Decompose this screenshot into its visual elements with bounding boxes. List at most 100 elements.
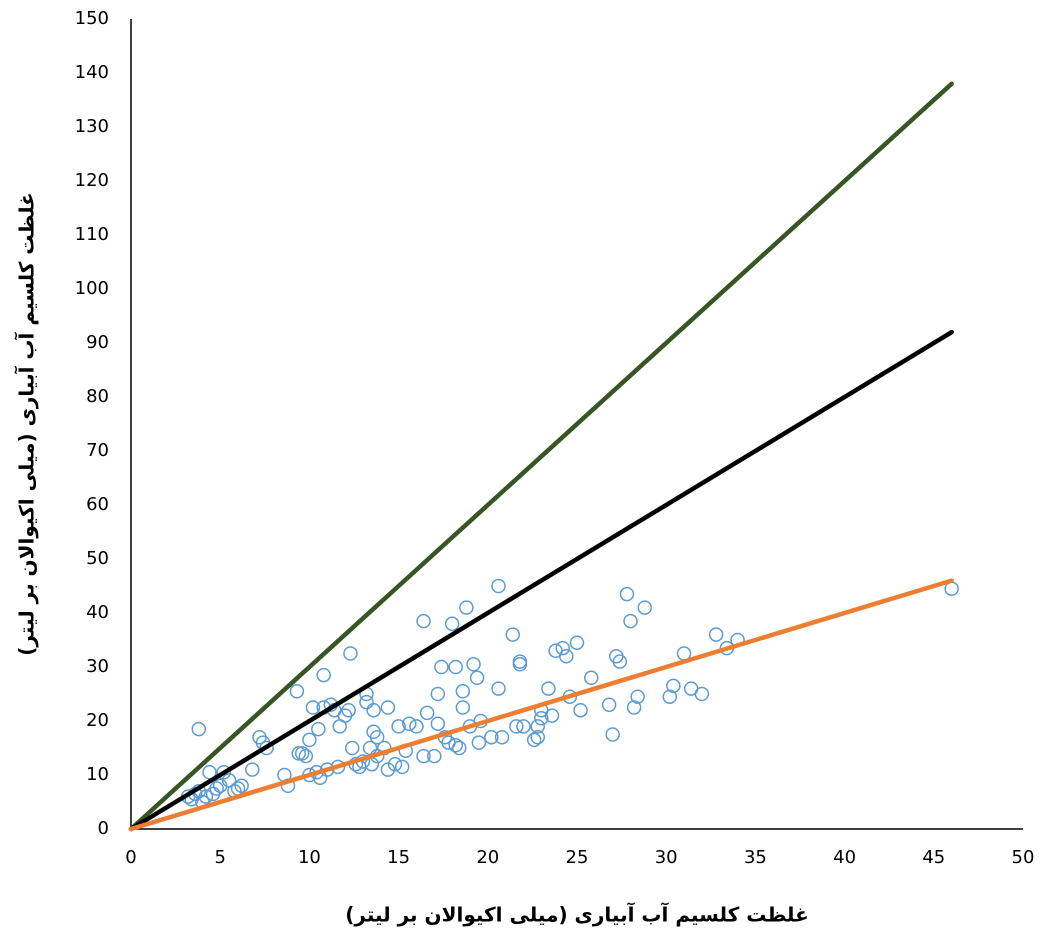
scatter-point xyxy=(534,711,549,726)
scatter-point xyxy=(416,613,431,629)
scatter-point xyxy=(605,727,620,742)
scatter-point xyxy=(419,705,435,721)
scatter-point xyxy=(198,789,214,804)
y-tick-label: 150 xyxy=(75,8,109,29)
x-tick-label: 45 xyxy=(922,847,945,868)
scatter-point xyxy=(369,729,385,745)
scatter-point xyxy=(344,740,360,756)
scatter-point xyxy=(434,659,449,675)
scatter-point xyxy=(484,729,499,745)
scatter-point xyxy=(469,670,485,686)
scatter-point xyxy=(530,719,546,734)
scatter-point xyxy=(298,748,314,764)
y-tick-label: 100 xyxy=(75,278,109,299)
scatter-point xyxy=(530,729,546,745)
scatter-point xyxy=(234,778,249,794)
scatter-point xyxy=(343,646,358,661)
y-tick-label: 90 xyxy=(86,332,109,353)
y-tick-label: 80 xyxy=(86,386,109,407)
scatter-point xyxy=(666,678,681,694)
scatter-point xyxy=(494,729,510,745)
y-tick-label: 70 xyxy=(86,440,109,461)
y-tick-label: 120 xyxy=(75,170,109,191)
scatter-point xyxy=(555,640,570,656)
scatter-point xyxy=(512,654,528,669)
scatter-point xyxy=(459,600,474,615)
scatter-point xyxy=(544,708,560,723)
scatter-point xyxy=(302,732,317,748)
x-tick-label: 40 xyxy=(833,847,856,868)
scatter-point xyxy=(708,627,724,642)
scatter-point xyxy=(430,686,446,702)
scatter-point xyxy=(448,659,463,675)
x-tick-label: 15 xyxy=(387,847,410,868)
scatter-point xyxy=(366,702,381,718)
scatter-point xyxy=(216,765,232,780)
x-tick-label: 50 xyxy=(1012,847,1035,868)
y-tick-label: 130 xyxy=(75,116,109,137)
y-axis-label: غلظت کلسیم آب آبیاری (میلی اکیوالان بر ل… xyxy=(14,192,39,656)
scatter-point xyxy=(427,748,442,764)
scatter-point xyxy=(289,684,305,699)
scatter-point xyxy=(305,700,321,715)
x-tick-label: 5 xyxy=(214,847,225,868)
scatter-point xyxy=(341,702,356,718)
scatter-point xyxy=(359,694,374,710)
scatter-point xyxy=(505,627,521,642)
scatter-point xyxy=(541,681,556,696)
scatter-point xyxy=(491,681,506,696)
scatter-point xyxy=(662,689,678,704)
scatter-point xyxy=(623,613,638,629)
line xyxy=(128,578,954,832)
scatter-point xyxy=(409,719,424,734)
scatter-point xyxy=(394,759,410,775)
scatter-point xyxy=(259,740,274,756)
y-tick-label: 10 xyxy=(86,764,109,785)
scatter-point xyxy=(526,732,542,748)
line xyxy=(128,329,954,832)
x-tick-label: 20 xyxy=(476,847,499,868)
scatter-point xyxy=(416,748,431,764)
scatter-point xyxy=(601,697,617,713)
y-tick-label: 140 xyxy=(75,62,109,83)
scatter-point xyxy=(569,635,585,650)
y-tick-label: 20 xyxy=(86,710,109,731)
scatter-point xyxy=(430,716,446,731)
line xyxy=(128,81,954,832)
y-tick-label: 30 xyxy=(86,656,109,677)
scatter-point xyxy=(619,586,635,602)
scatter-point xyxy=(694,686,710,702)
y-tick-label: 40 xyxy=(86,602,109,623)
x-tick-label: 10 xyxy=(298,847,321,868)
scatter-point xyxy=(295,746,310,761)
y-tick-label: 50 xyxy=(86,548,109,569)
scatter-point xyxy=(209,781,224,796)
y-tick-label: 0 xyxy=(98,818,109,839)
scatter-point xyxy=(291,746,306,761)
scatter-point xyxy=(637,600,653,615)
scatter-point xyxy=(516,719,531,734)
y-tick-label: 60 xyxy=(86,494,109,515)
scatter-point xyxy=(573,702,588,718)
scatter-point xyxy=(584,670,599,686)
scatter-point xyxy=(626,700,642,715)
x-axis-label: غلظت کلسیم آب آبیاری (میلی اکیوالان بر ل… xyxy=(345,902,809,927)
scatter-point xyxy=(466,657,481,672)
scatter-point xyxy=(455,684,471,699)
scatter-point xyxy=(630,689,645,704)
scatter-point xyxy=(402,716,417,731)
scatter-point xyxy=(387,756,403,772)
y-tick-label: 110 xyxy=(75,224,109,245)
scatter-point xyxy=(380,700,396,715)
scatter-point xyxy=(391,719,406,734)
scatter-point xyxy=(452,740,467,756)
scatter-point xyxy=(311,721,326,737)
scatter-point xyxy=(316,667,331,683)
scatter-point xyxy=(202,765,217,780)
scatter-point xyxy=(448,738,463,753)
x-tick-label: 30 xyxy=(655,847,678,868)
scatter-point xyxy=(455,700,471,715)
scatter-point xyxy=(491,578,506,594)
x-tick-label: 25 xyxy=(566,847,589,868)
